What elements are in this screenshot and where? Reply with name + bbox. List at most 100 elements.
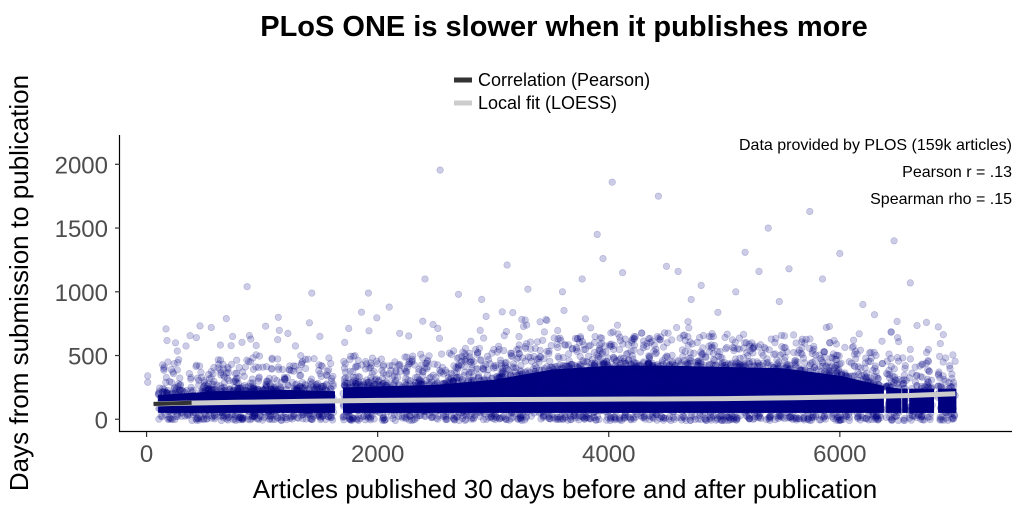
point-cloud-core xyxy=(922,388,925,413)
point-cloud-core xyxy=(687,366,690,413)
data-point xyxy=(243,404,251,412)
data-point xyxy=(580,358,588,366)
data-point xyxy=(564,341,573,349)
point-cloud-core xyxy=(876,384,879,413)
data-point xyxy=(231,384,239,392)
data-point xyxy=(728,336,737,344)
data-point xyxy=(653,383,661,392)
data-point xyxy=(609,384,617,393)
data-point xyxy=(582,374,590,382)
data-point xyxy=(371,375,380,384)
point-cloud-core xyxy=(550,369,553,413)
data-point xyxy=(242,388,250,396)
data-point xyxy=(506,371,515,379)
data-point xyxy=(746,387,754,395)
point-cloud-core xyxy=(918,388,922,413)
data-point xyxy=(709,332,718,341)
data-point xyxy=(239,415,247,423)
data-point xyxy=(241,381,249,390)
data-point xyxy=(354,379,362,387)
data-point xyxy=(250,409,258,417)
data-point xyxy=(849,342,857,351)
data-point xyxy=(596,341,604,349)
data-point xyxy=(659,343,668,351)
data-point xyxy=(616,369,625,377)
data-point xyxy=(390,387,399,395)
data-point xyxy=(252,408,260,416)
data-point xyxy=(204,380,213,388)
data-point xyxy=(758,349,766,357)
data-point xyxy=(282,385,291,394)
data-point xyxy=(876,403,884,411)
data-point xyxy=(693,338,701,347)
data-point xyxy=(247,385,255,394)
data-point xyxy=(222,412,230,420)
data-point xyxy=(325,366,333,374)
data-point xyxy=(191,408,199,416)
data-point xyxy=(697,358,705,366)
point-cloud-core xyxy=(566,368,569,413)
data-point xyxy=(210,411,218,420)
data-point xyxy=(387,403,395,411)
data-point xyxy=(319,382,327,390)
data-point xyxy=(173,366,181,374)
data-point xyxy=(352,403,360,411)
data-point xyxy=(322,371,331,379)
data-point xyxy=(318,410,326,418)
data-point xyxy=(217,412,225,421)
data-point xyxy=(176,406,184,414)
data-point xyxy=(276,385,284,393)
data-point xyxy=(892,398,900,407)
data-point xyxy=(229,378,238,386)
point-cloud-core xyxy=(719,366,723,413)
data-point xyxy=(387,366,395,375)
data-point xyxy=(403,405,411,413)
data-point xyxy=(323,367,331,376)
data-point xyxy=(699,344,707,352)
data-point xyxy=(806,402,815,410)
point-cloud-core xyxy=(952,388,955,413)
point-cloud-core xyxy=(750,367,753,413)
data-point xyxy=(458,353,466,361)
data-point xyxy=(233,387,241,395)
data-point xyxy=(552,387,560,395)
data-point xyxy=(459,348,467,356)
data-point xyxy=(248,375,256,383)
data-point xyxy=(768,402,777,411)
data-point xyxy=(864,381,872,389)
data-point xyxy=(270,384,278,392)
data-point xyxy=(273,377,281,385)
data-point xyxy=(327,359,335,368)
data-point xyxy=(445,349,454,357)
data-point xyxy=(437,388,445,396)
data-point xyxy=(542,382,551,390)
data-point xyxy=(888,414,896,422)
data-point xyxy=(284,382,292,390)
point-cloud-core xyxy=(920,388,923,413)
point-cloud-core xyxy=(739,367,742,413)
data-point xyxy=(936,413,944,421)
point-cloud-core xyxy=(480,380,483,413)
data-point xyxy=(266,388,275,396)
data-point xyxy=(200,415,208,423)
data-point xyxy=(235,414,243,422)
data-point xyxy=(312,385,321,393)
data-point xyxy=(905,403,914,412)
data-point xyxy=(474,348,482,357)
data-point xyxy=(499,387,507,396)
data-point xyxy=(448,386,457,394)
data-point xyxy=(307,381,315,389)
data-point xyxy=(217,369,225,377)
point-cloud-core xyxy=(630,365,634,413)
data-point xyxy=(324,413,332,421)
data-point xyxy=(607,340,616,348)
data-point xyxy=(235,387,243,395)
point-cloud-core xyxy=(666,365,669,413)
data-point xyxy=(911,363,919,371)
data-point xyxy=(322,390,330,398)
data-point xyxy=(527,412,535,420)
data-point xyxy=(309,390,318,399)
data-point xyxy=(253,385,262,393)
data-point xyxy=(317,382,325,391)
